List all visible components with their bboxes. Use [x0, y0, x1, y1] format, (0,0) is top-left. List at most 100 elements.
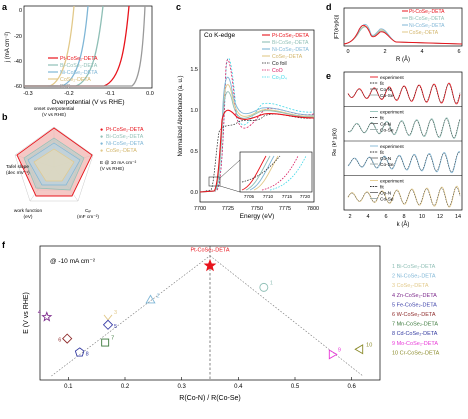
x-tick-label: 0.2: [121, 384, 130, 390]
legend-label: Co-N: [380, 156, 392, 162]
panel-letter-c: c: [176, 2, 181, 12]
legend-label: 9 Mo-CoSe₂-DETA: [392, 341, 438, 347]
panel-e-xticks: 2 4 6 8 10 12 14: [348, 214, 461, 220]
panel-a-yticks: 0 -20 -40 -60: [14, 8, 22, 90]
legend-label: Co foil: [272, 61, 287, 67]
legend-label: Pt-CoSe₂-DETA: [60, 56, 98, 62]
y-tick: 1.5: [190, 67, 198, 73]
panel-c-xlabel: Energy (eV): [240, 213, 275, 220]
legend-label: Co-Se: [380, 162, 394, 168]
panel-e: e experimentfitCo-NCo-SeexperimentfitCo-…: [326, 71, 463, 228]
panel-c-ylabel: Normalized Absorbance (a. u.): [178, 75, 184, 156]
x-tick: 0: [346, 49, 349, 55]
legend-label: Co-N: [380, 191, 392, 197]
xanes-bi: [199, 91, 315, 193]
y-tick: 0.5: [190, 149, 198, 155]
exafs-fit: [347, 152, 461, 173]
panel-a-ylabel: j (mA cm⁻²): [5, 32, 11, 64]
point-label: 7: [111, 336, 114, 342]
scatter-point: [102, 319, 114, 330]
exafs-experiment: [347, 117, 461, 140]
x-tick: 10: [419, 214, 425, 220]
point-label: 4: [38, 310, 41, 316]
y-tick: -20: [14, 34, 22, 40]
y-tick: -60: [14, 84, 22, 90]
legend-label: experiment: [380, 179, 404, 185]
xanes-pt: [199, 109, 315, 193]
xanes-co3o4: [199, 57, 315, 193]
exafs-experiment: [347, 185, 461, 208]
panel-f: f @ -10 mA cm⁻² 0.1 0.2 0.3 0.4 0.5 0.6 R(Co-…: [2, 240, 440, 402]
panel-letter-e: e: [326, 71, 331, 81]
legend-label: fit: [380, 116, 384, 122]
scatter-point: [259, 282, 269, 292]
radar-label: onset overpotential: [34, 106, 75, 112]
x-tick: 6: [384, 214, 387, 220]
panel-d-ylabel: |FT(k³χ(k))|: [334, 15, 340, 40]
point-label: 2: [157, 293, 160, 299]
legend-label: Co-Se: [380, 197, 394, 203]
curve-ptc: [24, 5, 146, 87]
x-tick: 8: [402, 214, 405, 220]
panel-d-frame: [343, 7, 463, 47]
x-tick: 7775: [279, 206, 291, 212]
legend-label: Ni-CoSe₂-DETA: [60, 70, 98, 76]
legend-label: 5 Fe-CoSe₂-DETA: [392, 302, 437, 308]
point-label: 1: [270, 280, 273, 286]
legend-label: 7 Mn-CoSe₂-DETA: [392, 322, 438, 328]
panel-d-xlabel: R (Å): [396, 56, 410, 63]
x-tick: 12: [437, 214, 443, 220]
legend-label: CoSe₂-DETA: [106, 148, 137, 154]
point-label: 9: [338, 347, 341, 353]
exafs-traces: experimentfitCo-NCo-SeexperimentfitCo-NC…: [344, 75, 462, 208]
exafs-fit: [347, 83, 461, 104]
panel-d-xticks: 0 2 4 6: [346, 49, 460, 55]
radar-label: Cₑₗ: [85, 208, 91, 214]
inset-connector: [219, 159, 241, 179]
panel-f-ylabel: E (V vs RHE): [23, 292, 30, 334]
panel-e-xlabel: k (Å): [397, 221, 410, 228]
radar-label: (V vs RHE): [42, 112, 66, 118]
radar-label: (eV): [23, 214, 32, 220]
panel-e-ylabel: Re (k³ χ(k)): [332, 128, 338, 156]
panel-c-legend: Pt-CoSe₂-DETA Bi-CoSe₂-DETA Ni-CoSe₂-DET…: [262, 33, 309, 81]
inset-x-tick: 7710: [263, 194, 274, 199]
panel-letter-a: a: [2, 2, 8, 12]
x-tick: -0.2: [64, 91, 73, 97]
scatter-point: [74, 347, 85, 357]
point-label: 5: [114, 324, 117, 330]
x-tick-label: 0.5: [291, 384, 300, 390]
legend-label: 10 Cr-CoSe₂-DETA: [392, 350, 440, 356]
scatter-point: [62, 333, 73, 344]
legend-label: Bi-CoSe₂-DETA: [409, 16, 445, 22]
legend-label: fit: [380, 150, 384, 156]
legend-label: experiment: [380, 144, 404, 150]
x-tick-label: 0.3: [177, 384, 186, 390]
y-tick: -40: [14, 59, 22, 65]
x-tick: 2: [383, 49, 386, 55]
legend-label: Co-N: [380, 122, 392, 128]
legend-marker: ●: [100, 148, 103, 154]
x-tick: 0.0: [146, 91, 154, 97]
legend-label: Pt-CoSe₂-DETA: [409, 9, 445, 15]
panel-b: b onset overpotential (V vs RHE) E @ 10 …: [2, 106, 144, 220]
legend-label: Co₃O₄: [272, 75, 287, 81]
scatter-point: [145, 294, 156, 304]
legend-marker: ●: [100, 134, 103, 140]
radar-axis-labels: onset overpotential (V vs RHE) E @ 10 mA…: [6, 106, 137, 220]
legend-label: fit: [380, 81, 384, 87]
legend-label: Co-Se: [380, 128, 394, 134]
panel-f-xticks: 0.1 0.2 0.3 0.4 0.5 0.6: [64, 377, 356, 390]
legend-label: 4 Zn-CoSe₂-DETA: [392, 293, 437, 299]
x-tick: 7800: [307, 206, 319, 212]
exafs-fit: [347, 118, 461, 138]
trend-line-left: [51, 255, 211, 377]
x-tick: 7725: [222, 206, 234, 212]
panel-f-annotation: @ -10 mA cm⁻²: [50, 258, 96, 265]
inset-x-tick: 7715: [282, 194, 293, 199]
legend-label: experiment: [380, 75, 404, 81]
point-label: 10: [366, 342, 372, 348]
panel-letter-f: f: [2, 240, 6, 250]
legend-label: 2 Ni-CoSe₂-DETA: [392, 274, 436, 280]
ft-bi: [343, 26, 463, 45]
